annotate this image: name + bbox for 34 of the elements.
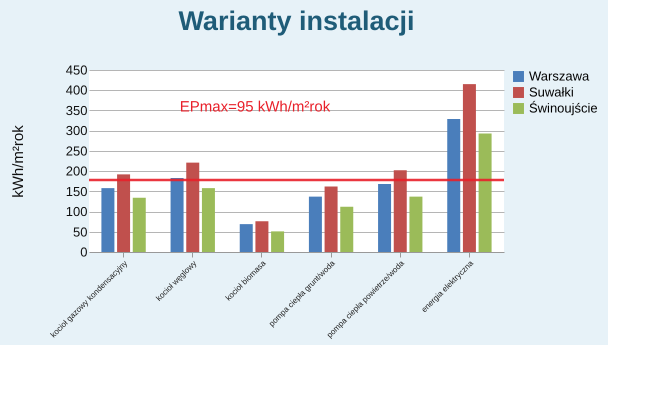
y-tick-label: 150 <box>66 184 88 199</box>
bar <box>170 178 184 252</box>
bar <box>378 184 392 252</box>
bar <box>308 196 322 252</box>
legend-label: Świnoujście <box>529 100 598 116</box>
y-tick-label: 350 <box>66 102 88 118</box>
legend-label: Suwałki <box>529 84 574 100</box>
bar <box>132 198 146 252</box>
y-tick-label: 200 <box>66 164 88 179</box>
bar <box>255 221 268 252</box>
bar <box>202 188 215 252</box>
y-tick-label: 100 <box>66 204 88 220</box>
annotation: EPmax=95 kWh/m²rok <box>180 98 331 116</box>
bar <box>186 162 200 252</box>
chart-title: Warianty instalacji <box>178 6 415 36</box>
bar <box>462 84 476 252</box>
bar <box>394 170 407 252</box>
legend-label: Warszawa <box>529 68 590 84</box>
bar <box>447 118 460 252</box>
bar <box>271 231 284 252</box>
y-tick-label: 450 <box>66 62 88 78</box>
y-tick-label: 250 <box>66 143 88 158</box>
bar <box>240 224 253 252</box>
y-tick-label: 50 <box>73 224 88 240</box>
bar <box>101 188 114 252</box>
bar <box>340 206 354 252</box>
y-tick-label: 400 <box>66 82 88 98</box>
bar <box>117 174 130 252</box>
y-axis-title: kWh/m²rok <box>10 124 27 198</box>
bar <box>409 196 422 252</box>
bar <box>478 134 492 252</box>
bar <box>324 186 338 252</box>
y-tick-label: 300 <box>66 123 88 138</box>
y-tick-label: 0 <box>80 244 88 260</box>
